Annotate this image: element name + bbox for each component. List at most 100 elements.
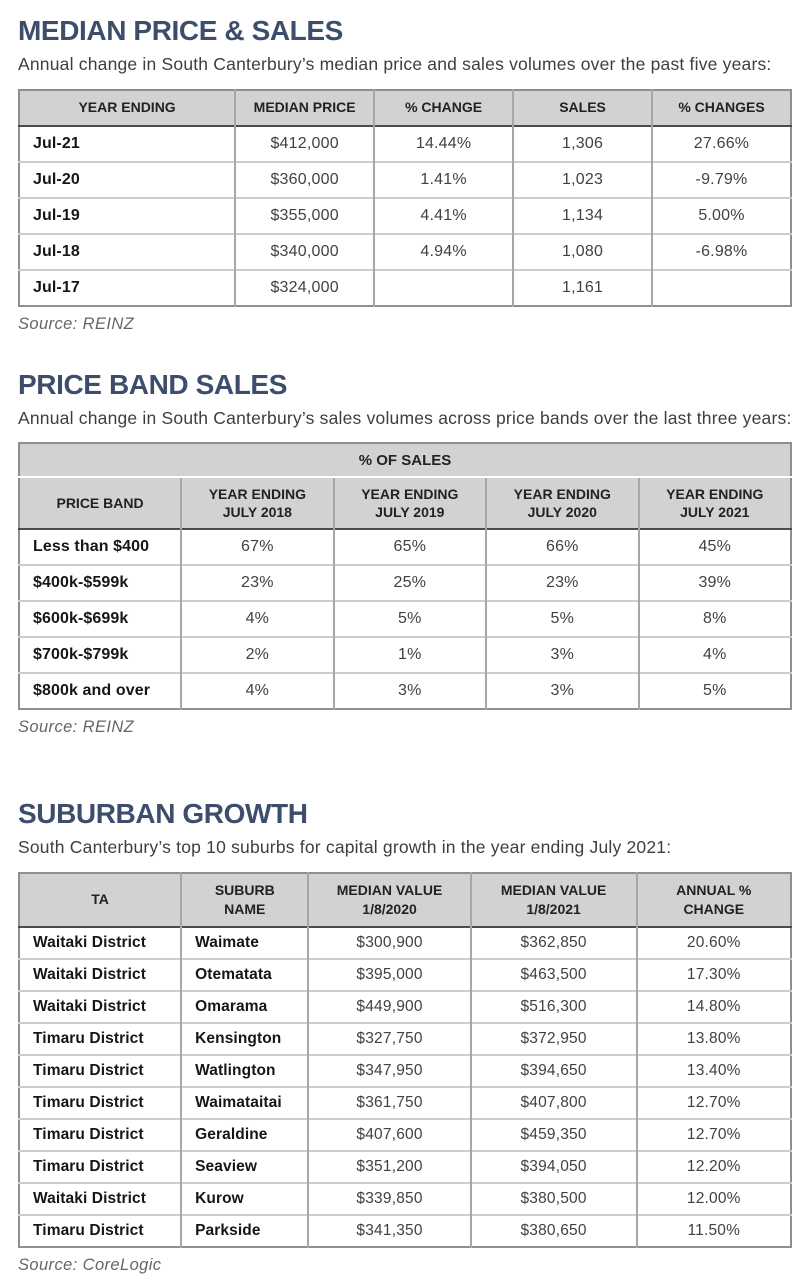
column-header: YEAR ENDING JULY 2021 [637,477,791,530]
table-cell: $347,950 [307,1054,471,1087]
column-header: YEAR ENDING JULY 2018 [180,477,334,530]
data-table: % OF SALES PRICE BAND YEAR ENDING JULY 201… [18,442,792,711]
table-cell: Otematata [180,958,309,991]
table-cell: $600k-$699k [33,610,129,628]
table-cell: 45% [637,529,791,566]
table-row: Jul-18 $340,000 4.94% 1,080 -6.98% [19,233,791,270]
table-row: $700k-$799k 2% 1% 3% 4% [19,637,791,674]
section-title-price-band-sales: PRICE BAND SALES [18,368,287,400]
table-cell: 5% [332,601,487,638]
column-header: YEAR ENDING JULY 2019 [332,477,487,530]
table-cell: Watlington [180,1054,309,1087]
table-cell: $362,850 [469,926,637,959]
table-cell: $355,000 [234,197,375,234]
span-header: % OF SALES [19,443,791,479]
data-table: TA SUBURB NAME MEDIAN VALUE 1/8/2020 MEDIAN… [18,871,792,1248]
table-cell: $394,650 [469,1054,637,1087]
column-header: MEDIAN VALUE 1/8/2020 [307,872,471,927]
table-cell: Waimate [180,926,309,959]
table-cell: Parkside [180,1214,309,1247]
table-cell: Less than $400 [33,538,150,556]
column-header: MEDIAN VALUE 1/8/2021 [469,872,637,927]
table-row: Timaru District Seaview $351,200 $394,050 12… [19,1150,791,1183]
table-cell: $394,050 [469,1150,637,1183]
table-cell: $400k-$599k [33,574,129,592]
table-row: Timaru District Waimataitai $361,750 $407,8… [19,1086,791,1119]
table-cell: 1% [332,637,487,674]
table-cell: $407,800 [469,1086,637,1119]
table-cell: Jul-19 [33,206,80,224]
table-row: Timaru District Kensington $327,750 $372,95… [19,1022,791,1055]
table-cell: 12.20% [635,1150,791,1183]
table-cell: 3% [485,637,639,674]
table-row: Jul-17 $324,000 1,161 [19,269,791,306]
table-cell: 13.40% [635,1054,791,1087]
table-cell [373,269,514,306]
table-cell: Geraldine [180,1118,309,1151]
table-cell: Waitaki District [33,1189,146,1207]
column-header: % CHANGE [373,89,514,126]
table-cell: $516,300 [469,990,637,1023]
table-header-row: PRICE BAND YEAR ENDING JULY 2018 YEAR ENDI… [19,477,791,530]
table-cell: 3% [485,673,639,710]
source-note: Source: REINZ [18,718,135,737]
table-row: Timaru District Watlington $347,950 $394,65… [19,1054,791,1087]
table-cell: 1,306 [512,125,653,162]
table-cell: 1,080 [512,233,653,270]
table-cell: 1,023 [512,161,653,198]
table-cell: $361,750 [307,1086,471,1119]
table-cell: $395,000 [307,958,471,991]
table-cell: Waimataitai [180,1086,309,1119]
table-cell: 25% [332,565,487,602]
table-cell: Timaru District [33,1221,144,1239]
table-cell: $380,500 [469,1182,637,1215]
section-title-median-price-sales: MEDIAN PRICE & SALES [18,15,343,46]
table-cell: Timaru District [33,1061,144,1079]
table-cell: 13.80% [635,1022,791,1055]
table-cell: 17.30% [635,958,791,991]
table-cell: Seaview [180,1150,309,1183]
table-cell: -6.98% [651,233,791,270]
table-cell: Waitaki District [33,965,146,983]
column-header: SUBURB NAME [180,872,309,927]
table-cell: 23% [485,565,639,602]
data-table: YEAR ENDING MEDIAN PRICE% CHANGE SALES% CH… [18,88,792,307]
table-cell: Jul-18 [33,242,80,260]
table-cell: 1.41% [373,161,514,198]
table-cell: 1,134 [512,197,653,234]
suburban-growth-table-container: TA SUBURB NAME MEDIAN VALUE 1/8/2020 MEDIAN… [18,871,792,1248]
column-header: SALES [512,89,653,126]
table-cell: $339,850 [307,1182,471,1215]
source-note: Source: CoreLogic [18,1255,162,1274]
table-cell: 14.80% [635,990,791,1023]
table-cell: 4.94% [373,233,514,270]
table-cell: Jul-20 [33,170,80,188]
table-cell: Timaru District [33,1125,144,1143]
table-cell: 12.00% [635,1182,791,1215]
table-cell: 67% [180,529,334,566]
table-span-header-row: % OF SALES [19,443,791,479]
table-cell: 5% [637,673,791,710]
table-cell: 20.60% [635,926,791,959]
price-band-sales-table-container: % OF SALES PRICE BAND YEAR ENDING JULY 201… [18,442,792,711]
column-header: MEDIAN PRICE [234,89,375,126]
table-row: Waitaki District Kurow $339,850 $380,500 12.… [19,1182,791,1215]
table-row: Timaru District Geraldine $407,600 $459,350… [19,1118,791,1151]
table-row: Jul-21 $412,000 14.44% 1,306 27.66% [19,125,791,162]
table-row: Jul-19 $355,000 4.41% 1,134 5.00% [19,197,791,234]
table-cell: $700k-$799k [33,646,129,664]
column-header: YEAR ENDING JULY 2020 [485,477,639,530]
table-cell: $463,500 [469,958,637,991]
table-cell: $360,000 [234,161,375,198]
table-header-row: TA SUBURB NAME MEDIAN VALUE 1/8/2020 MEDIAN… [19,872,791,927]
section-subtitle: Annual change in South Canterbury’s sale… [18,407,792,428]
table-cell: $327,750 [307,1022,471,1055]
section-subtitle: Annual change in South Canterbury’s medi… [18,54,772,75]
table-row: Waitaki District Omarama $449,900 $516,300 1… [19,990,791,1023]
table-cell: $300,900 [307,926,471,959]
table-cell: $800k and over [33,682,151,700]
median-price-sales-table-container: YEAR ENDING MEDIAN PRICE% CHANGE SALES% CH… [18,88,792,307]
table-cell: 66% [485,529,639,566]
table-cell: 4% [180,601,334,638]
